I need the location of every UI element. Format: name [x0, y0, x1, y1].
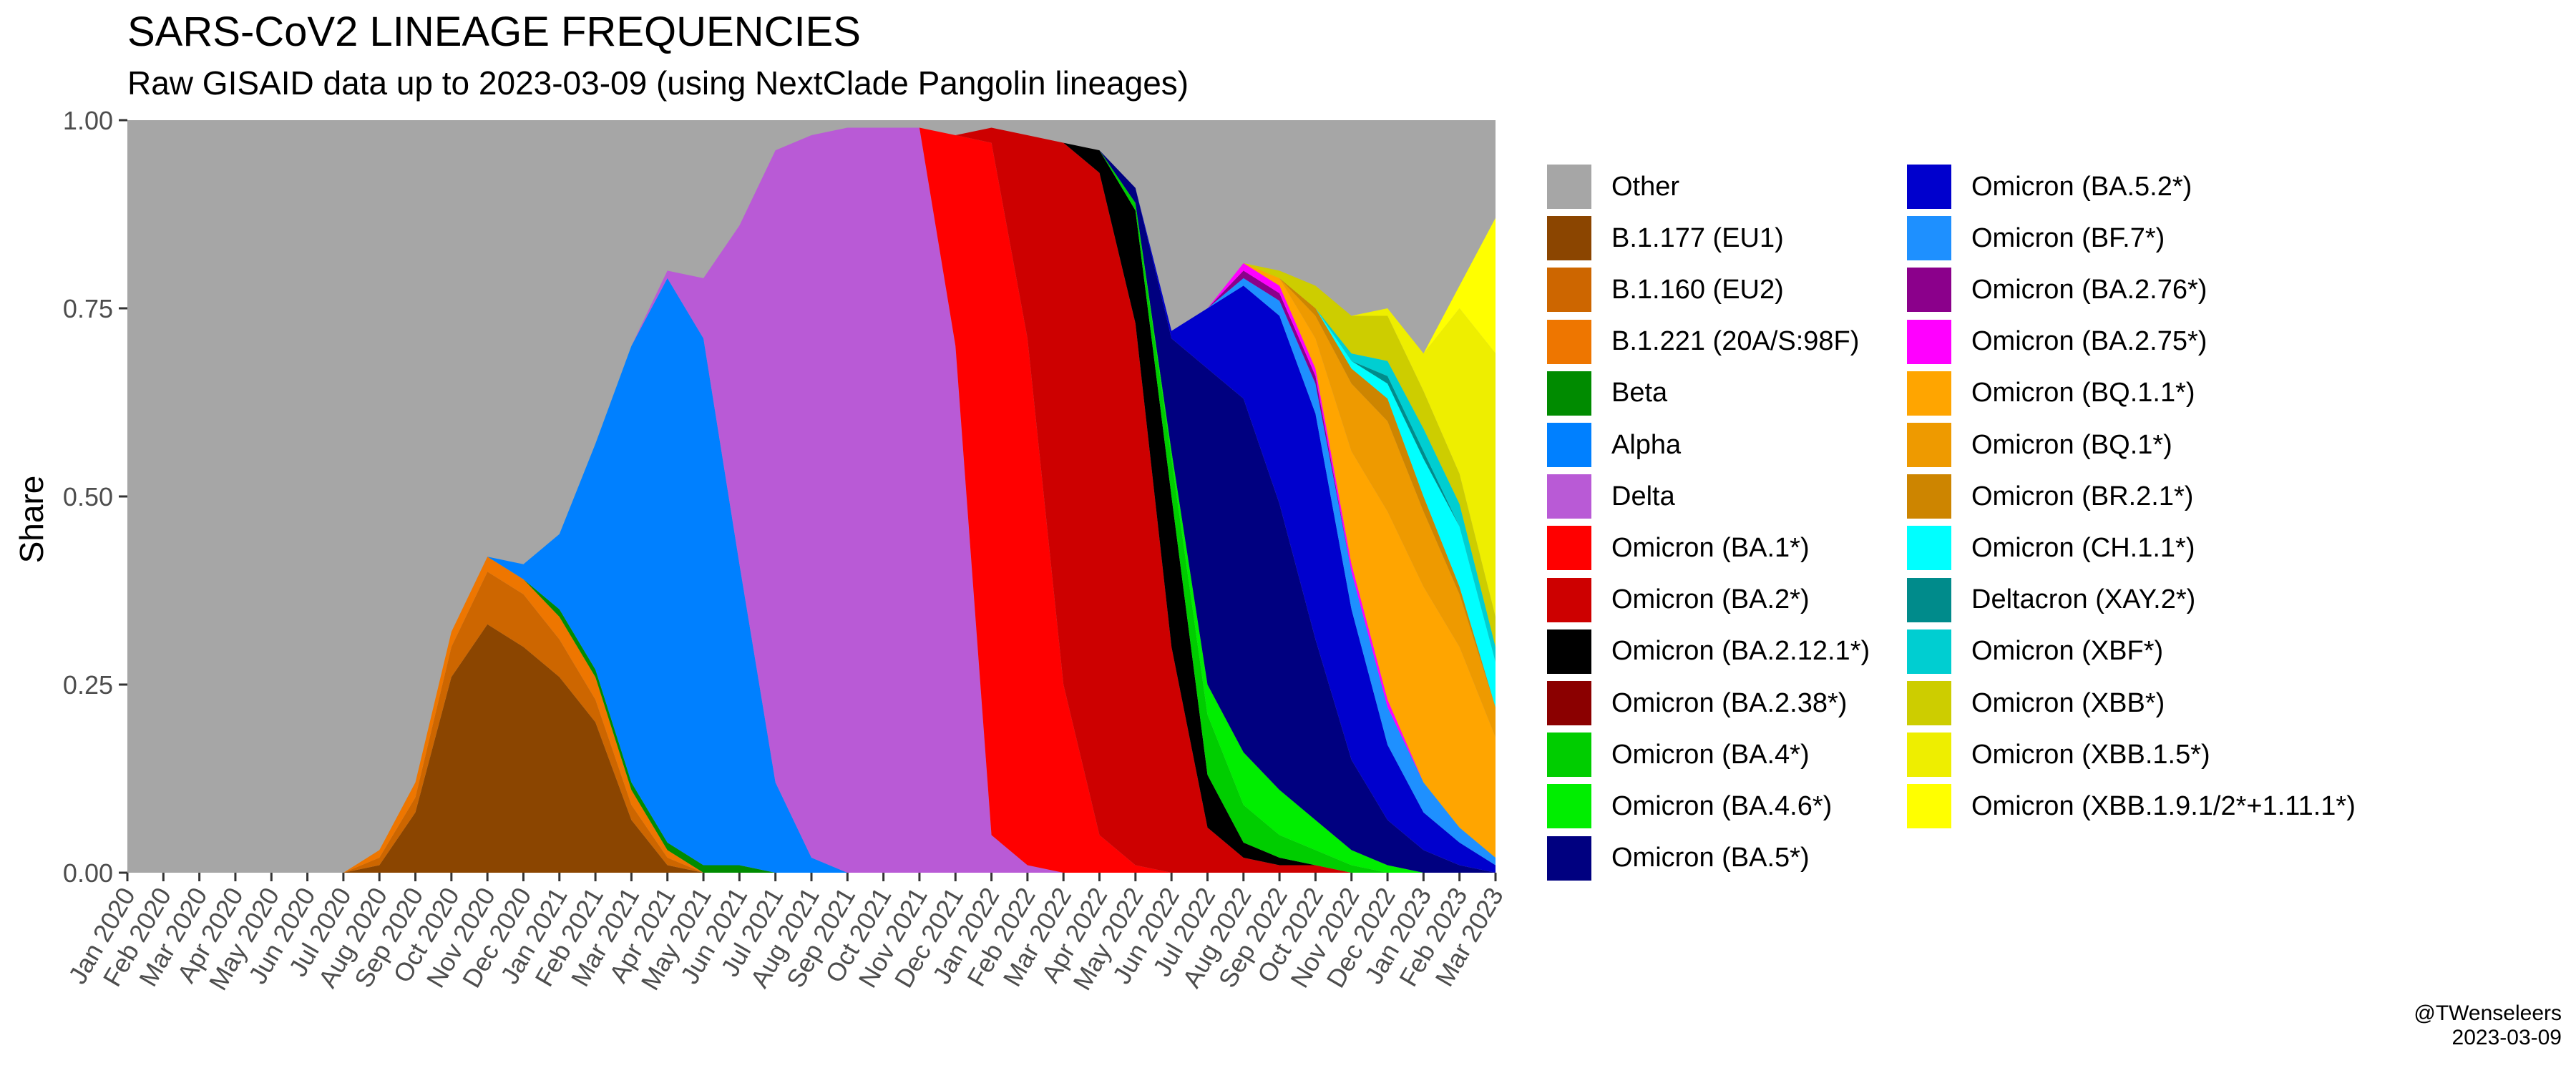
legend-label: Delta [1611, 481, 1675, 511]
legend-item-other: Other [1547, 165, 1679, 209]
y-tick-label: 0.00 [63, 858, 113, 888]
legend-item-beta: Beta [1547, 371, 1667, 416]
legend-label: Alpha [1611, 429, 1682, 460]
chart-subtitle: Raw GISAID data up to 2023-03-09 (using … [127, 64, 1189, 102]
legend-label: Omicron (BA.2.75*) [1971, 326, 2207, 357]
series-area-b-1-177-eu1 [127, 624, 1496, 873]
legend-label: Omicron (BA.4.6*) [1611, 790, 1833, 821]
legend-label: Omicron (BA.5.2*) [1971, 171, 2192, 202]
legend-swatch [1547, 165, 1591, 209]
legend-swatch [1547, 784, 1591, 829]
legend-label: Omicron (BF.7*) [1971, 222, 2165, 253]
legend-label: Deltacron (XAY.2*) [1971, 584, 2196, 615]
legend-item-omicron-ba-4: Omicron (BA.4*) [1547, 733, 1810, 778]
legend-swatch [1907, 216, 1951, 261]
legend-label: Omicron (BA.5*) [1611, 843, 1810, 873]
y-tick-label: 1.00 [63, 106, 113, 135]
legend-item-omicron-xbb-1-9-1-2-1-11-1: Omicron (XBB.1.9.1/2*+1.11.1*) [1907, 784, 2356, 829]
legend-item-omicron-ba-5-2: Omicron (BA.5.2*) [1907, 165, 2192, 209]
credit-date: 2023-03-09 [2451, 1026, 2562, 1049]
legend-item-b-1-177-eu1: B.1.177 (EU1) [1547, 216, 1784, 261]
legend-label: B.1.221 (20A/S:98F) [1611, 326, 1860, 357]
legend-item-alpha: Alpha [1547, 423, 1681, 467]
legend-item-omicron-bq-1-1: Omicron (BQ.1.1*) [1907, 371, 2195, 416]
legend-item-omicron-ch-1-1: Omicron (CH.1.1*) [1907, 526, 2195, 571]
legend-swatch [1547, 319, 1591, 364]
series-area-omicron-ba-2 [127, 127, 1496, 873]
legend-swatch [1907, 474, 1951, 519]
legend-item-omicron-xbb: Omicron (XBB*) [1907, 681, 2165, 725]
legend-label: Omicron (BR.2.1*) [1971, 481, 2194, 511]
legend-item-omicron-ba-2: Omicron (BA.2*) [1547, 577, 1810, 622]
legend-swatch [1547, 371, 1591, 416]
y-tick-label: 0.75 [63, 294, 113, 323]
legend-swatch [1907, 268, 1951, 313]
legend-label: Beta [1611, 378, 1668, 408]
legend-item-omicron-ba-2-75: Omicron (BA.2.75*) [1907, 319, 2207, 364]
legend-swatch [1547, 681, 1591, 725]
legend-swatch [1547, 577, 1591, 622]
legend-swatch [1547, 216, 1591, 261]
legend-swatch [1907, 784, 1951, 829]
legend-item-omicron-ba-1: Omicron (BA.1*) [1547, 526, 1810, 571]
legend-item-deltacron-xay-2: Deltacron (XAY.2*) [1907, 577, 2196, 622]
legend-item-omicron-ba-2-38: Omicron (BA.2.38*) [1547, 681, 1847, 725]
legend-item-b-1-160-eu2: B.1.160 (EU2) [1547, 268, 1784, 313]
legend-label: Omicron (BA.2*) [1611, 584, 1810, 615]
legend-swatch [1907, 733, 1951, 778]
chart-title: SARS-CoV2 LINEAGE FREQUENCIES [127, 9, 861, 55]
legend-item-omicron-xbf: Omicron (XBF*) [1907, 629, 2163, 674]
legend-item-omicron-br-2-1: Omicron (BR.2.1*) [1907, 474, 2193, 519]
legend-swatch [1547, 268, 1591, 313]
y-tick-label: 0.25 [63, 670, 113, 700]
legend-swatch [1547, 836, 1591, 881]
legend-label: Omicron (BA.2.12.1*) [1611, 636, 1870, 667]
legend-swatch [1907, 629, 1951, 674]
legend-swatch [1547, 474, 1591, 519]
series-area-delta [127, 127, 1496, 873]
legend-swatch [1547, 733, 1591, 778]
legend-item-b-1-221-20a-s-98f: B.1.221 (20A/S:98F) [1547, 319, 1860, 364]
legend-item-omicron-ba-4-6: Omicron (BA.4.6*) [1547, 784, 1833, 829]
legend-label: Omicron (BA.4*) [1611, 739, 1810, 770]
legend-item-omicron-ba-2-12-1: Omicron (BA.2.12.1*) [1547, 629, 1870, 674]
legend-swatch [1547, 423, 1591, 467]
legend-item-omicron-bq-1: Omicron (BQ.1*) [1907, 423, 2172, 467]
legend-label: Omicron (BQ.1.1*) [1971, 378, 2195, 408]
legend-label: Omicron (XBB*) [1971, 687, 2165, 718]
legend-label: Omicron (CH.1.1*) [1971, 532, 2195, 563]
legend-item-omicron-bf-7: Omicron (BF.7*) [1907, 216, 2165, 261]
legend-label: Omicron (BA.2.38*) [1611, 687, 1848, 718]
legend-label: Omicron (BA.1*) [1611, 532, 1810, 563]
legend-swatch [1907, 423, 1951, 467]
legend-label: Omicron (BQ.1*) [1971, 429, 2172, 460]
series-area-omicron-ba-5 [127, 127, 1496, 873]
y-tick-label: 0.50 [63, 482, 113, 511]
credit: @TWenseleers 2023-03-09 [2414, 1001, 2562, 1050]
legend-label: B.1.160 (EU2) [1611, 274, 1784, 305]
legend-label: Omicron (XBB.1.5*) [1971, 739, 2210, 770]
legend-label: Other [1611, 171, 1680, 202]
legend-swatch [1907, 681, 1951, 725]
legend-swatch [1907, 319, 1951, 364]
legend-swatch [1907, 371, 1951, 416]
legend-item-delta: Delta [1547, 474, 1675, 519]
legend-item-omicron-ba-2-76: Omicron (BA.2.76*) [1907, 268, 2207, 313]
legend-swatch [1907, 526, 1951, 571]
legend-label: Omicron (XBF*) [1971, 636, 2164, 667]
legend-swatch [1907, 165, 1951, 209]
legend-item-omicron-xbb-1-5: Omicron (XBB.1.5*) [1907, 733, 2210, 778]
series-area-b-1-160-eu2 [127, 572, 1496, 873]
legend-label: B.1.177 (EU1) [1611, 222, 1784, 253]
legend-swatch [1547, 526, 1591, 571]
legend-label: Omicron (XBB.1.9.1/2*+1.11.1*) [1971, 790, 2356, 821]
credit-handle: @TWenseleers [2414, 1001, 2562, 1025]
legend-item-omicron-ba-5: Omicron (BA.5*) [1547, 836, 1810, 881]
legend-swatch [1547, 629, 1591, 674]
legend-swatch [1907, 577, 1951, 622]
legend-label: Omicron (BA.2.76*) [1971, 274, 2207, 305]
